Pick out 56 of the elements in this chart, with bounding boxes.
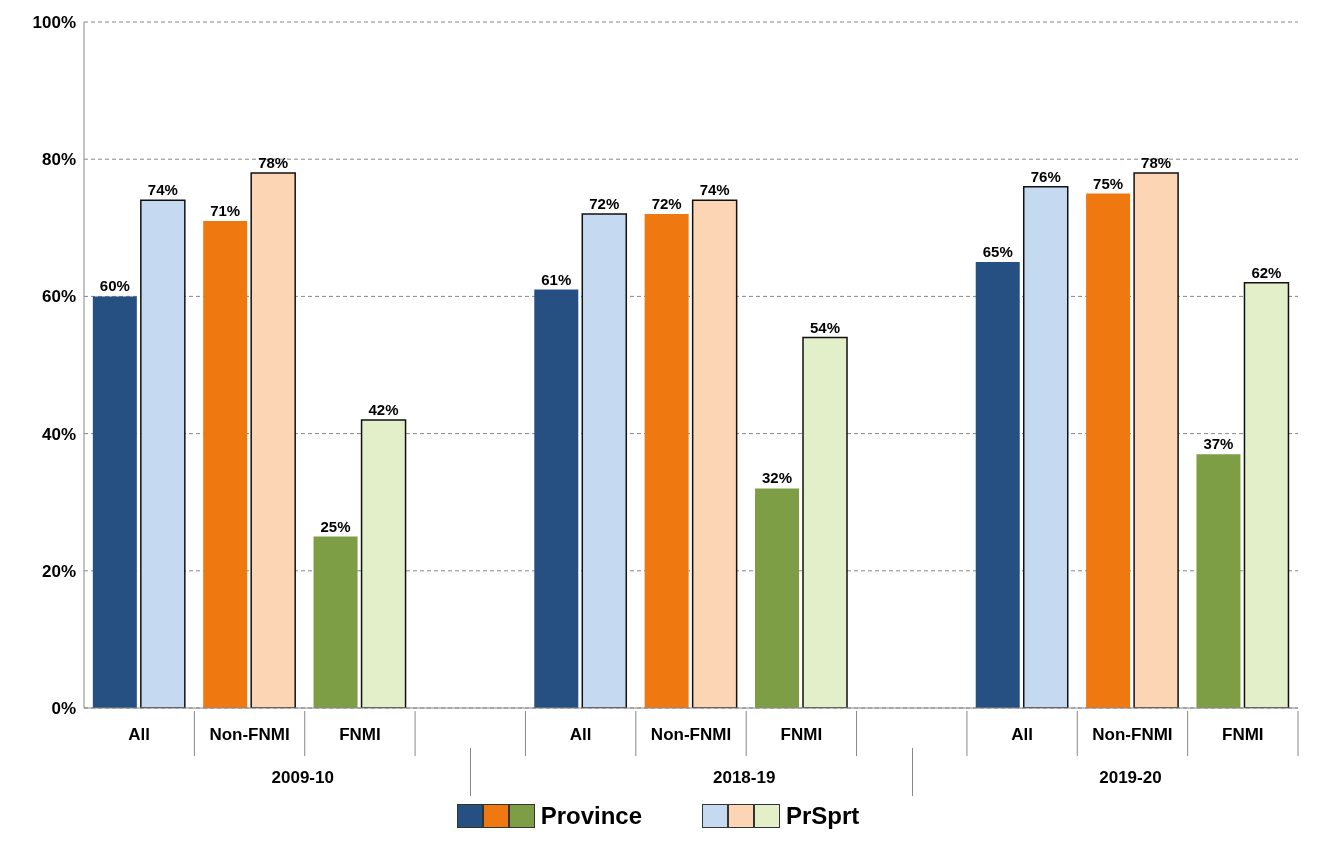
bar — [250, 172, 296, 708]
bar — [975, 262, 1020, 708]
data-label: 72% — [589, 195, 620, 213]
bar — [92, 296, 137, 708]
data-label: 61% — [541, 270, 572, 288]
data-label: 72% — [651, 195, 682, 213]
data-label: 42% — [368, 400, 399, 418]
bar — [203, 220, 248, 708]
data-label: 25% — [320, 517, 351, 535]
x-tick-label: FNMI — [780, 725, 823, 744]
x-tick-label: FNMI — [1222, 725, 1264, 744]
bar — [644, 214, 689, 708]
data-label: 71% — [210, 201, 241, 219]
bar — [360, 419, 407, 708]
x-tick-label: Non-FNMI — [650, 725, 732, 744]
x-tick-label: Non-FNMI — [209, 725, 290, 744]
data-label: 75% — [1093, 174, 1124, 192]
x-tick-label: FNMI — [339, 725, 381, 744]
bar — [1022, 185, 1069, 708]
data-label: 65% — [982, 243, 1013, 261]
bar — [1243, 281, 1290, 708]
data-label: 78% — [258, 153, 289, 171]
bar — [1133, 172, 1179, 708]
y-tick-label: 0% — [51, 699, 76, 719]
y-tick-label: 60% — [41, 287, 76, 307]
x-tick-label: All — [569, 725, 592, 744]
bar — [534, 289, 579, 708]
data-label: 32% — [762, 469, 793, 487]
bar — [755, 488, 800, 708]
data-label: 62% — [1251, 263, 1282, 281]
data-label: 60% — [99, 277, 130, 295]
bar — [581, 213, 628, 708]
bar — [802, 336, 848, 708]
x-tick-label: All — [1011, 725, 1033, 744]
y-tick-label: 20% — [41, 561, 76, 581]
bar — [140, 199, 186, 708]
data-label: 74% — [147, 181, 178, 199]
y-tick-label: 100% — [32, 13, 76, 33]
text: 2019-20 — [1098, 768, 1163, 788]
bar — [313, 536, 358, 708]
data-label: 76% — [1030, 167, 1061, 185]
x-tick-label: All — [128, 725, 151, 744]
text: 2009-10 — [270, 768, 335, 788]
bar — [1086, 193, 1131, 708]
bar — [691, 199, 738, 708]
bar — [1196, 454, 1241, 708]
data-label: 54% — [810, 318, 841, 336]
y-tick-label: 80% — [41, 150, 76, 170]
text: 2018-19 — [712, 768, 777, 788]
data-label: 74% — [699, 181, 730, 199]
data-label: 37% — [1203, 435, 1234, 453]
x-tick-label: Non-FNMI — [1092, 725, 1173, 744]
data-label: 78% — [1141, 153, 1172, 171]
legend-label: Province — [540, 802, 643, 830]
y-tick-label: 40% — [41, 424, 76, 444]
legend-label: PrSprt — [786, 802, 860, 830]
